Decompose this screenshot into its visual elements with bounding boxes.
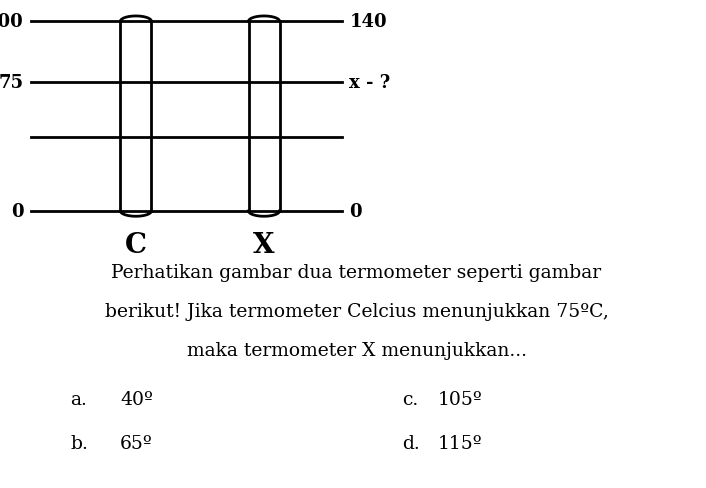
Text: 105º: 105º bbox=[438, 390, 482, 408]
Text: 100: 100 bbox=[0, 13, 23, 31]
Text: 140: 140 bbox=[349, 13, 387, 31]
Text: berikut! Jika termometer Celcius menunjukkan 75ºC,: berikut! Jika termometer Celcius menunju… bbox=[104, 303, 609, 321]
Text: 65º: 65º bbox=[120, 434, 152, 452]
Text: 0: 0 bbox=[349, 203, 362, 221]
Text: 115º: 115º bbox=[438, 434, 482, 452]
Text: 40º: 40º bbox=[120, 390, 153, 408]
Text: 0: 0 bbox=[11, 203, 23, 221]
Text: x - ?: x - ? bbox=[349, 73, 390, 91]
Text: c.: c. bbox=[402, 390, 419, 408]
Text: maka termometer X menunjukkan...: maka termometer X menunjukkan... bbox=[186, 342, 527, 360]
Text: a.: a. bbox=[71, 390, 88, 408]
Text: C: C bbox=[125, 231, 147, 258]
Text: Perhatikan gambar dua termometer seperti gambar: Perhatikan gambar dua termometer seperti… bbox=[112, 264, 602, 282]
Text: d.: d. bbox=[402, 434, 420, 452]
Text: b.: b. bbox=[71, 434, 88, 452]
Text: X: X bbox=[253, 231, 275, 258]
Text: 75: 75 bbox=[0, 73, 23, 91]
